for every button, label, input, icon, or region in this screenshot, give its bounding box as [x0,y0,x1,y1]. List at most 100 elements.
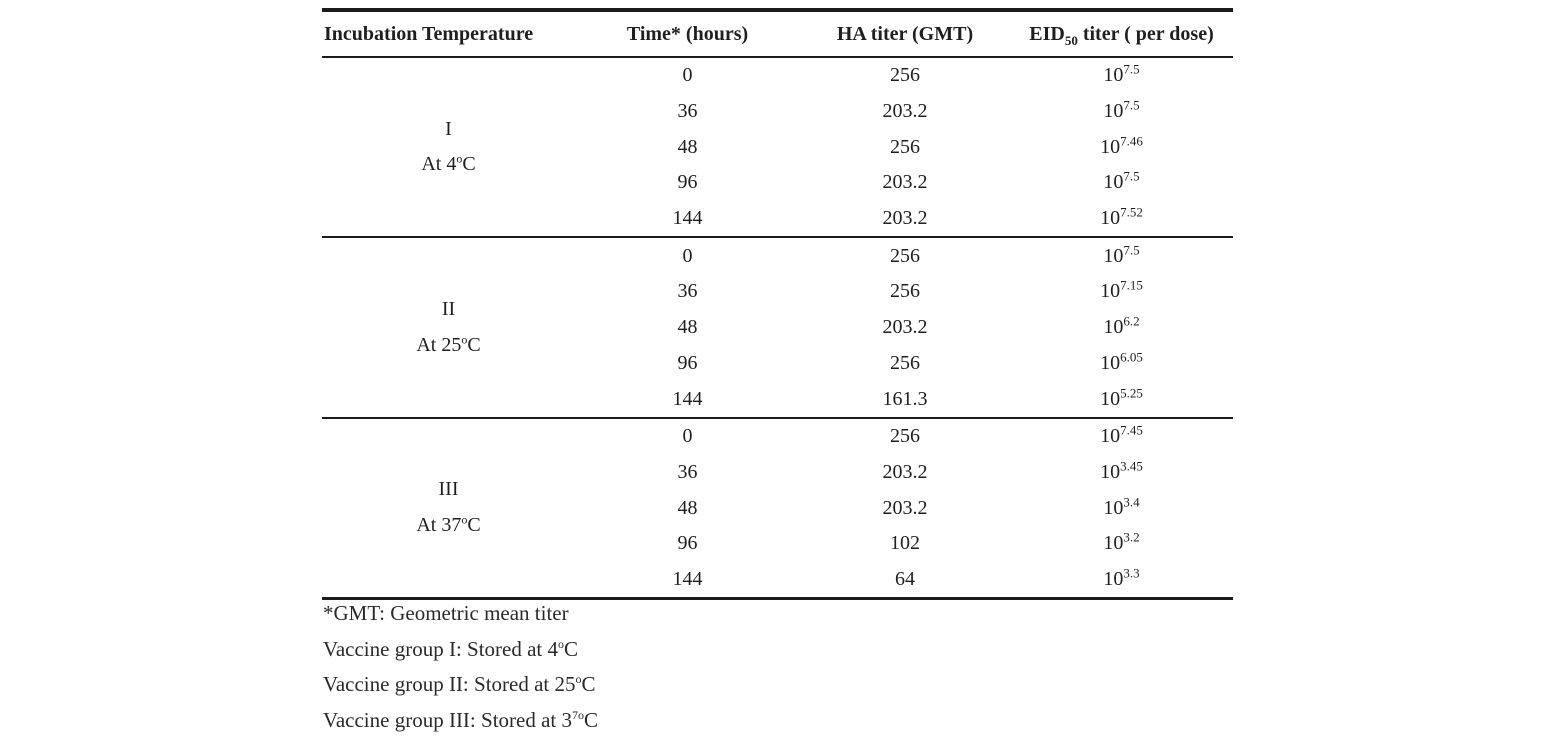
time-value: 0 [682,64,693,87]
time-value: 144 [672,567,703,590]
ha-titer-value: 256 [890,280,920,303]
table-row: 96 102 103.2 [322,526,1233,562]
group-temperature: At 4oC [421,151,476,176]
table-row: 96 203.2 107.5 [322,165,1233,201]
exponent: 7.5 [1123,61,1140,77]
eid-titer-value: 107.52 [1100,204,1143,230]
header-eid50-titer: EID50 titer ( per dose) [1010,8,1233,58]
exponent: 6.05 [1120,349,1143,365]
eid-titer-value: 103.3 [1103,565,1140,590]
stability-table: Incubation Temperature Time* (hours) HA … [322,8,1233,600]
exponent: 7.5 [1123,242,1140,258]
exponent: 6.2 [1123,313,1140,329]
table-row: 36 203.2 107.5 [322,94,1233,130]
footnote-gmt: *GMT: Geometric mean titer [323,601,569,625]
group-numeral: III [438,478,459,501]
eid-titer-value: 106.2 [1103,313,1140,339]
group-III: III At 37oC 0 256 107.45 36 203.2 103.45… [322,418,1233,599]
table-row: III At 37oC 0 256 107.45 [322,418,1233,537]
ha-titer-value: 256 [890,244,920,267]
ha-titer-value: 256 [890,135,920,158]
group-I-label-cell: I At 4oC [322,57,575,237]
eid-titer-value: 107.5 [1103,168,1140,194]
ha-titer-value: 256 [890,425,920,448]
exponent: 5.25 [1120,384,1143,400]
time-value: 96 [677,171,698,194]
table-row: 48 256 107.46 [322,129,1233,165]
eid-titer-value: 107.45 [1100,422,1143,448]
superscript-typo: 7o [572,707,584,722]
table-row: 144 161.3 105.25 [322,381,1233,418]
eid-titer-value: 107.15 [1100,277,1143,303]
time-value: 36 [677,280,698,303]
header-row: Incubation Temperature Time* (hours) HA … [322,8,1233,58]
time-value: 48 [677,135,698,158]
time-value: 0 [682,244,693,267]
time-value: 96 [677,351,698,374]
time-value: 96 [677,532,698,555]
eid-titer-value: 107.5 [1103,242,1140,267]
eid-titer-value: 106.05 [1100,349,1143,374]
exponent: 7.52 [1120,204,1143,220]
degree-symbol: o [558,636,565,651]
footnote-group-2: Vaccine group II: Stored at 25oC [323,672,596,696]
group-numeral: I [445,117,452,140]
ha-titer-value: 203.2 [882,496,928,519]
time-value: 144 [672,387,703,410]
time-value: 48 [677,496,698,519]
ha-titer-value: 203.2 [882,100,928,123]
table-row: 36 203.2 103.45 [322,455,1233,491]
degree-symbol: o [575,672,582,686]
ha-titer-value: 64 [895,567,915,590]
degree-symbol: o [461,332,468,346]
header-incubation-temperature: Incubation Temperature [322,8,575,58]
eid-titer-value: 107.46 [1100,133,1143,158]
table-row: 96 256 106.05 [322,346,1233,382]
table-row: 36 256 107.15 [322,274,1233,310]
ha-titer-value: 203.2 [882,460,928,483]
group-temperature: At 25oC [416,332,481,356]
eid-titer-value: 103.2 [1103,529,1140,555]
footnote-group-3: Vaccine group III: Stored at 37oC [323,707,599,732]
time-value: 0 [682,425,693,448]
footnote-group-1: Vaccine group I: Stored at 4oC [323,636,579,661]
group-I: I At 4oC 0 256 107.5 36 203.2 107.5 48 2… [322,57,1233,238]
exponent: 7.5 [1123,97,1140,113]
eid-titer-value: 105.25 [1100,384,1143,410]
exponent: 7.15 [1120,277,1143,293]
table-row: 144 203.2 107.52 [322,201,1233,238]
eid-titer-value: 103.45 [1100,458,1143,483]
header-time-hours: Time* (hours) [575,8,800,58]
ha-titer-value: 203.2 [882,171,928,194]
table-row: 48 203.2 103.4 [322,490,1233,526]
table-row: I At 4oC 0 256 107.5 [322,57,1233,176]
time-value: 48 [677,316,698,339]
time-value: 36 [677,460,698,483]
stability-table-container: Incubation Temperature Time* (hours) HA … [322,8,1233,600]
header-ha-titer: HA titer (GMT) [800,8,1010,58]
degree-symbol: o [456,151,463,166]
exponent: 7.5 [1123,168,1140,184]
ha-titer-value: 203.2 [882,316,928,339]
table-row: 144 64 103.3 [322,562,1233,599]
table-row: II At 25oC 0 256 107.5 [322,237,1233,356]
time-value: 144 [672,207,703,230]
group-III-label-cell: III At 37oC [322,418,575,599]
group-temperature: At 37oC [416,512,481,537]
group-II-label-cell: II At 25oC [322,237,575,417]
table-header: Incubation Temperature Time* (hours) HA … [322,8,1233,58]
eid50-subscript: 50 [1064,32,1078,48]
exponent: 3.4 [1123,493,1140,509]
ha-titer-value: 256 [890,351,920,374]
time-value: 36 [677,100,698,123]
ha-titer-value: 161.3 [882,387,928,410]
group-numeral: II [441,297,456,320]
table-footnotes: *GMT: Geometric mean titer Vaccine group… [323,596,598,738]
ha-titer-value: 102 [890,532,920,555]
exponent: 3.45 [1120,458,1143,474]
exponent: 7.46 [1120,133,1143,149]
eid-titer-value: 107.5 [1103,61,1140,87]
exponent: 3.3 [1123,565,1140,581]
table-row: 48 203.2 106.2 [322,310,1233,346]
eid-titer-value: 107.5 [1103,97,1140,123]
